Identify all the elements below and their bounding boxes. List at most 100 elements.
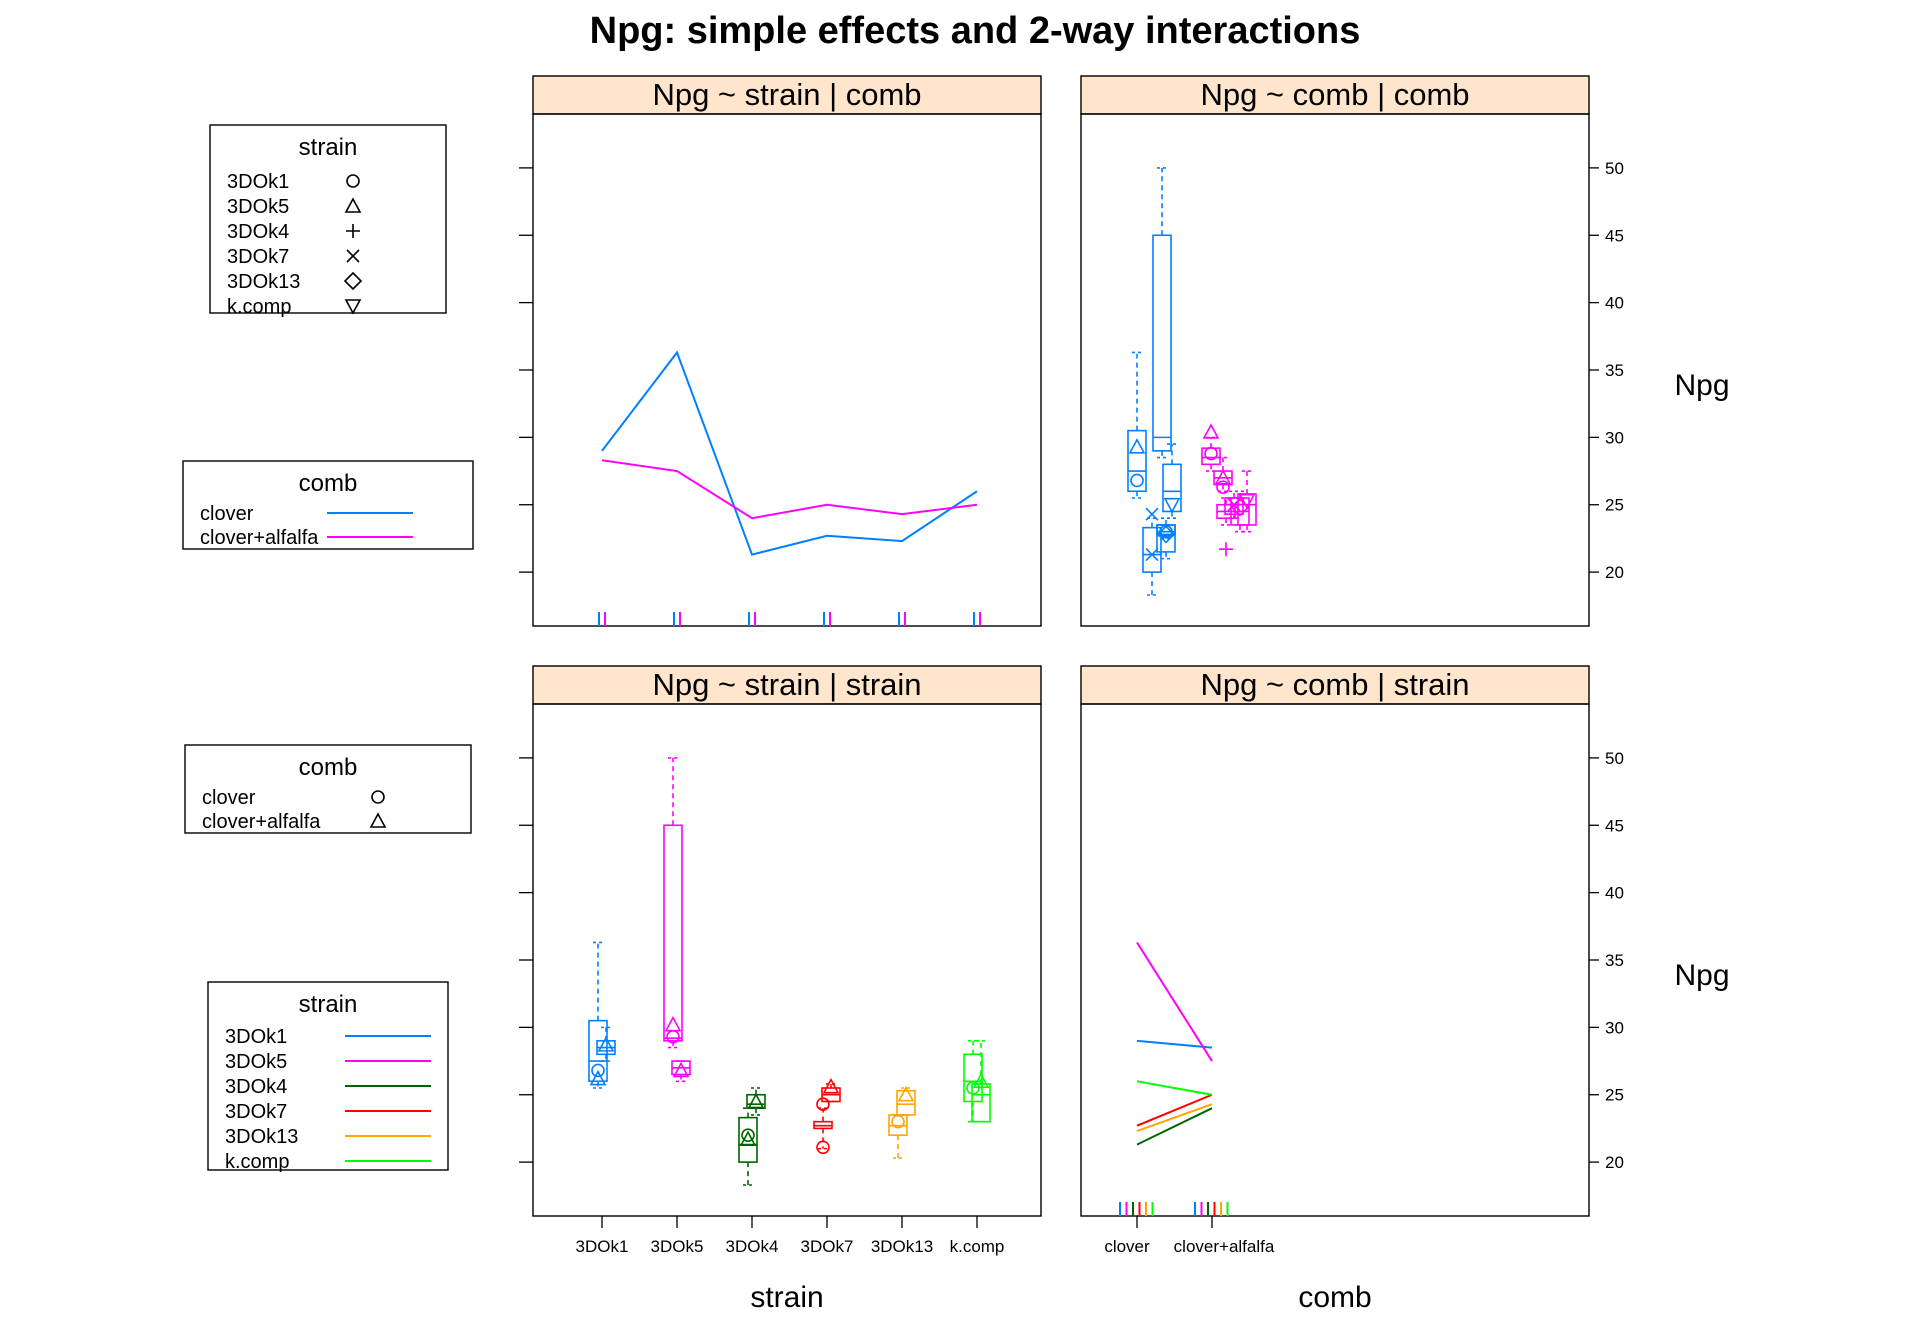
legend-strain-1: strain 3DOk1 3DOk5 3DOk4 3DOk7 3DOk13 k.comp [209, 124, 447, 318]
x-tick-label: 3DOk1 [576, 1237, 629, 1256]
legend-frame [209, 124, 447, 314]
series-line-3DOk5 [1136, 941, 1213, 1062]
x-tick-label: k.comp [950, 1237, 1005, 1256]
box-body [1152, 234, 1172, 452]
box-body [896, 1089, 916, 1116]
legend-label: 3DOk4 [225, 1076, 287, 1098]
panel-strip [532, 665, 1042, 705]
x-axis-label: comb [1298, 1281, 1371, 1314]
panel-1: Npg ~ strain | comb [519, 75, 1042, 627]
legend-label: 3DOk4 [227, 221, 289, 243]
y-tick-label: 25 [1605, 1086, 1624, 1105]
legend-label: 3DOk5 [227, 196, 289, 218]
panel-strip [1080, 665, 1590, 705]
panel-frame [532, 113, 1042, 627]
series-line-3DOk13 [1136, 1103, 1213, 1133]
box-point [664, 1015, 682, 1032]
box-plot [888, 1114, 908, 1159]
box-point [741, 1128, 755, 1142]
legend-label: clover+alfalfa [200, 527, 319, 549]
circle-icon [346, 174, 360, 188]
box-plot [663, 757, 683, 1049]
y-tick-label: 40 [1605, 294, 1624, 313]
panel-2-boxes [1127, 167, 1257, 596]
legend-title: strain [299, 991, 358, 1018]
box-plot [1162, 443, 1182, 520]
series-line-3DOk1 [1136, 1039, 1213, 1049]
box-point [597, 1036, 615, 1052]
box-plot [821, 1077, 841, 1103]
x-tick-label: 3DOk13 [871, 1237, 933, 1256]
legend-frame [184, 744, 472, 834]
triangle-down-icon [344, 299, 362, 315]
panel-frame [1080, 703, 1590, 1217]
triangle-up-icon [344, 197, 362, 213]
legend-label: 3DOk7 [227, 246, 289, 268]
box-point [739, 1130, 757, 1146]
series-line-k.comp [1136, 1080, 1213, 1096]
box-plot [1201, 423, 1221, 472]
legend-label: 3DOk5 [225, 1051, 287, 1073]
box-point [1128, 438, 1146, 454]
x-axis: clover clover+alfalfa comb [1104, 1216, 1372, 1314]
box-point [1204, 446, 1218, 461]
circle-icon [371, 790, 385, 804]
panel-4: Npg ~ comb | strain 20 25 30 35 40 45 50 [1080, 665, 1624, 1217]
legend-label: k.comp [225, 1151, 289, 1173]
box-point [589, 1069, 607, 1086]
diamond-icon [343, 271, 363, 291]
y-tick-label: 40 [1605, 884, 1624, 903]
box-point [591, 1063, 605, 1078]
box-point [1216, 480, 1230, 495]
box-body [1201, 447, 1221, 466]
panel-frame [532, 703, 1042, 1217]
x-axis-label: strain [750, 1281, 823, 1314]
box-point [1202, 423, 1220, 439]
box-point [1219, 542, 1233, 557]
box-point [822, 1077, 840, 1094]
x-tick-label: 3DOk7 [801, 1237, 854, 1256]
x-axis: 3DOk1 3DOk5 3DOk4 3DOk7 3DOk13 k.comp strain [576, 1216, 1005, 1314]
panel-4-series: clover clover+alfalfa comb [1104, 941, 1372, 1314]
box-plot [1237, 470, 1257, 533]
box-point [1130, 473, 1144, 488]
plus-icon [346, 224, 360, 238]
box-plot [596, 1026, 616, 1062]
box-plot [1127, 351, 1147, 499]
box-body [1127, 429, 1147, 493]
box-point [747, 1092, 765, 1109]
panel-strip-label: Npg ~ comb | strain [1200, 667, 1469, 702]
panel-1-series [598, 350, 981, 626]
box-plot [971, 1040, 991, 1123]
series-line-clover [601, 350, 978, 556]
box-point [816, 1140, 830, 1155]
x-tick-label: clover+alfalfa [1174, 1237, 1275, 1256]
legend-strain-4: strain 3DOk1 3DOk5 3DOk4 3DOk7 3DOk13 k.comp [207, 981, 449, 1173]
y-axis-label-top: Npg [1674, 369, 1729, 402]
box-body [971, 1083, 991, 1123]
legend-label: clover [200, 503, 254, 525]
box-body [738, 1116, 758, 1163]
y-tick-label: 50 [1605, 749, 1624, 768]
y-axis: 20 25 30 35 40 45 50 [1589, 749, 1624, 1172]
panel-strip-label: Npg ~ strain | comb [652, 77, 921, 112]
box-plot [1142, 507, 1162, 596]
box-plot [813, 1097, 833, 1155]
triangle-up-icon [369, 812, 387, 828]
x-tick-label: 3DOk5 [651, 1237, 704, 1256]
box-plot [1156, 524, 1176, 540]
y-tick-label: 30 [1605, 1018, 1624, 1037]
legend-label: k.comp [227, 296, 291, 318]
series-line-clover+alfalfa [601, 459, 978, 520]
box-plot [746, 1087, 766, 1116]
panels: Npg ~ strain | comb Npg ~ comb | comb 20 25… [519, 75, 1730, 1314]
box-body [663, 824, 683, 1042]
box-plot [671, 1060, 691, 1083]
x-tick-label: 3DOk4 [726, 1237, 779, 1256]
box-point [816, 1097, 830, 1111]
panel-strip-label: Npg ~ strain | strain [652, 667, 921, 702]
y-tick-label: 50 [1605, 159, 1624, 178]
panel-3: Npg ~ strain | strain [519, 665, 1042, 1217]
